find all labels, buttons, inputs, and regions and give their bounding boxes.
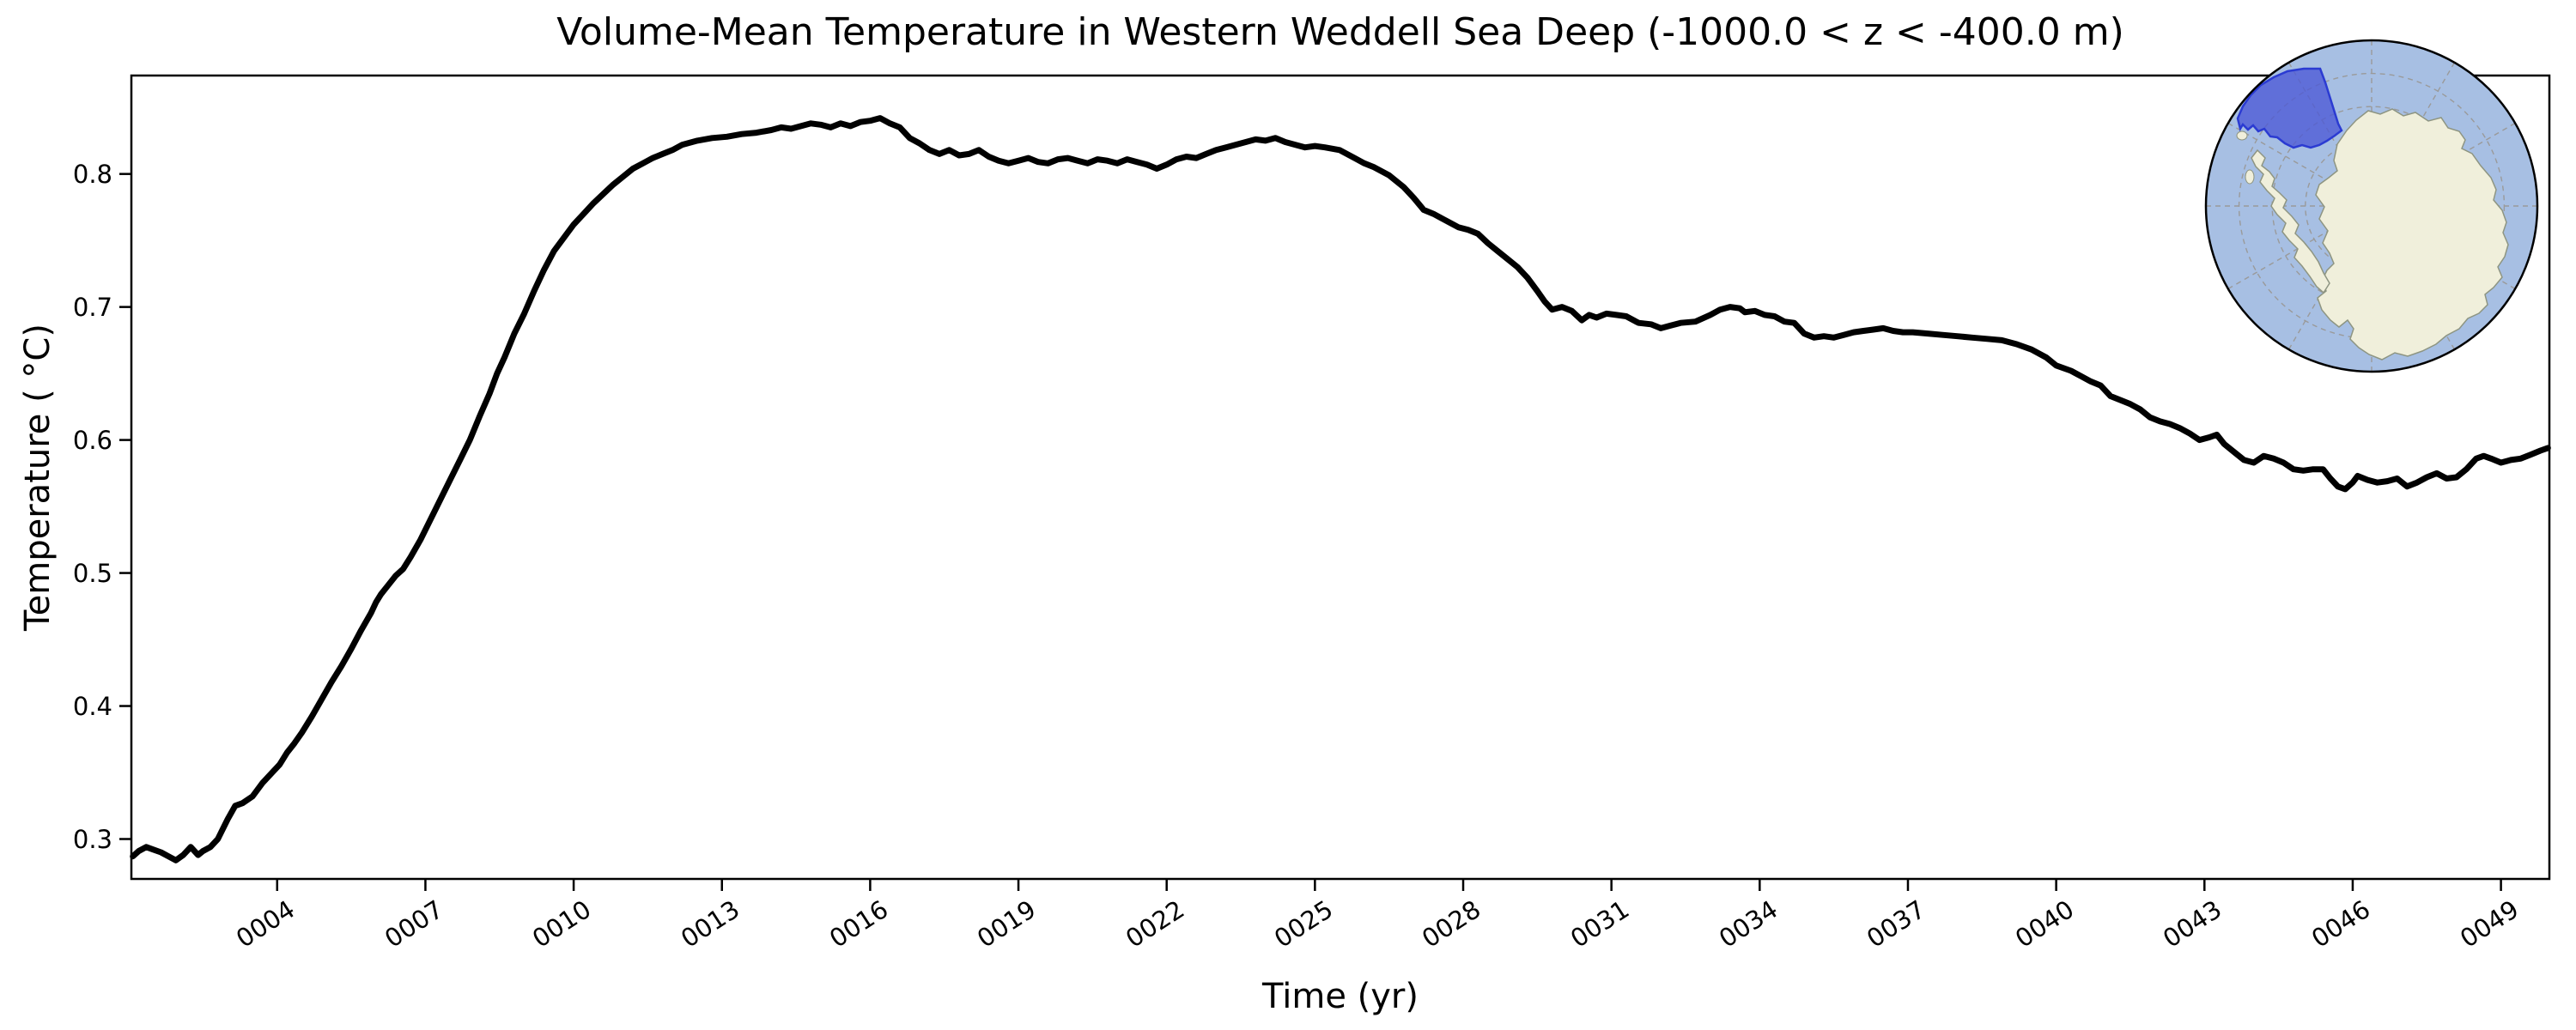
small-island [2236,130,2248,141]
y-tick-label: 0.3 [72,824,112,854]
y-tick-label: 0.5 [72,558,112,588]
plot-frame [130,74,2551,881]
map-boundary-circle [2204,39,2539,373]
y-tick-label: 0.8 [72,159,112,189]
region-highlight-weddell [2236,67,2343,149]
small-island [2245,169,2255,185]
temperature-curve [130,115,2551,863]
y-tick-label: 0.4 [72,691,112,721]
chart-title: Volume-Mean Temperature in Western Wedde… [556,10,2124,54]
inset-map [2204,39,2539,373]
antarctica-landmass [2315,108,2509,360]
tick-marks [119,173,2502,891]
antarctic-peninsula [2251,148,2330,294]
y-tick-label: 0.6 [72,425,112,455]
x-axis-label: Time (yr) [1262,977,1419,1016]
y-tick-label: 0.7 [72,292,112,322]
